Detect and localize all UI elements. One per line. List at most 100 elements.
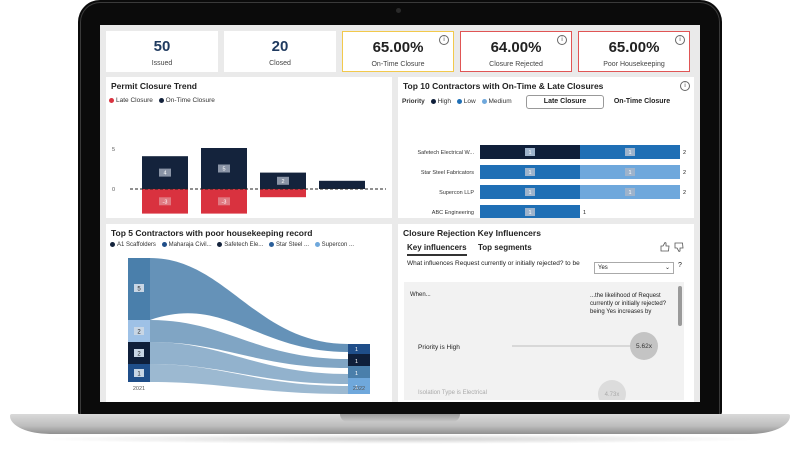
sankey-node-right[interactable] <box>348 378 370 394</box>
flow-band <box>150 258 348 352</box>
influence-bubble[interactable] <box>598 380 626 400</box>
dashboard-screen: 50 Issued 20 Closed 65.00% On-Time Closu… <box>100 25 700 402</box>
legend-dot <box>217 242 223 247</box>
low-dot <box>456 98 462 104</box>
node-label: 2 <box>137 330 141 336</box>
legend-dot <box>110 242 115 247</box>
data-label: 1 <box>528 170 531 176</box>
on-time-closure-toggle[interactable]: On-Time Closure <box>606 95 678 109</box>
info-icon[interactable]: i <box>680 81 690 91</box>
sankey-node-right[interactable] <box>348 354 370 366</box>
node-label: 1 <box>355 359 358 365</box>
info-icon[interactable]: i <box>557 35 567 45</box>
data-label: -3 <box>163 199 168 205</box>
kpi-on-time-closure[interactable]: 65.00% On-Time Closure i <box>342 31 454 72</box>
kpi-poor-housekeeping[interactable]: 65.00% Poor Housekeeping i <box>578 31 690 72</box>
influence-value: 5.62x <box>636 343 653 350</box>
kpi-closed[interactable]: 20 Closed <box>224 31 336 72</box>
data-label: 1 <box>528 150 531 156</box>
medium-dot <box>481 98 487 104</box>
data-label: 4 <box>163 171 166 177</box>
influencer-question: What influences Request currently or ini… <box>407 260 580 267</box>
data-label: 1 <box>628 190 631 196</box>
node-label: 1 <box>355 385 358 391</box>
node-label: 1 <box>355 371 358 377</box>
node-label: 5 <box>137 287 141 293</box>
housekeeping-title: Top 5 Contractors with poor housekeeping… <box>111 228 313 238</box>
category-label: Safetech Electrical W... <box>417 150 474 156</box>
node-label-box <box>134 349 144 357</box>
data-label: 1 <box>628 150 631 156</box>
data-label-box <box>625 148 635 156</box>
legend-item: Supercon ... <box>321 242 355 249</box>
contractors-panel: Top 10 Contractors with On-Time & Late C… <box>398 77 694 218</box>
legend-late: Late Closure <box>116 97 153 104</box>
kpi-closed-label: Closed <box>269 60 291 67</box>
sankey-node-right[interactable] <box>348 366 370 378</box>
legend-dot <box>268 242 274 247</box>
housekeeping-legend: A1 Scaffolders Maharaja Civil... Safetec… <box>106 242 354 248</box>
kpi-issued[interactable]: 50 Issued <box>106 31 218 72</box>
thumbs-up-icon[interactable] <box>660 242 670 252</box>
legend-item: Star Steel ... <box>275 242 309 249</box>
kpi-on-time-value: 65.00% <box>372 39 424 56</box>
outcome-select-value: Yes <box>598 265 608 271</box>
info-icon[interactable]: i <box>675 35 685 45</box>
influencer-row-label[interactable]: Priority is High <box>418 344 460 351</box>
node-label-box <box>134 369 144 377</box>
data-label-box <box>218 164 230 173</box>
y-tick-label: 5 <box>112 147 115 153</box>
category-label: ABC Engineering <box>432 210 474 216</box>
influencers-title: Closure Rejection Key Influencers <box>403 228 541 238</box>
flow-band <box>150 342 348 384</box>
data-label-box <box>525 148 535 156</box>
late-closure-toggle[interactable]: Late Closure <box>526 95 604 109</box>
total-label: 2 <box>683 150 686 156</box>
thumbs-down-icon[interactable] <box>674 242 684 252</box>
thumbs-icons <box>660 242 684 252</box>
kpi-issued-value: 50 <box>153 38 171 55</box>
bar-late[interactable] <box>260 189 306 198</box>
contractors-title: Top 10 Contractors with On-Time & Late C… <box>403 81 604 91</box>
contractors-chart[interactable]: Safetech Electrical W... 1 1 2 Star Steel Fa… <box>398 77 694 218</box>
chevron-down-icon: ⌄ <box>664 265 670 271</box>
kpi-closure-rejected[interactable]: 64.00% Closure Rejected i <box>460 31 572 72</box>
laptop-base <box>10 414 790 434</box>
when-label: When... <box>410 292 431 298</box>
tab-key-influencers[interactable]: Key influencers <box>407 243 467 256</box>
housekeeping-sankey[interactable]: 5 2 2 1 1 1 1 1 2021 2022 <box>106 224 392 402</box>
kpi-housekeeping-value: 65.00% <box>608 39 660 56</box>
legend-medium: Medium <box>488 98 512 105</box>
data-label-box <box>525 168 535 176</box>
bar-on-time[interactable] <box>319 180 365 189</box>
info-icon[interactable]: i <box>439 35 449 45</box>
influencer-bubbles: 5.62x 4.73x <box>512 332 658 400</box>
legend-item: Safetech Ele... <box>224 242 264 249</box>
trend-chart[interactable]: 504-32021 Qtr 35-32021 Qtr 422022 Qtr 12… <box>106 77 392 218</box>
influence-value: 4.73x <box>605 392 620 398</box>
legend-ontime: On-Time Closure <box>165 97 215 104</box>
influence-bubble[interactable] <box>630 332 658 360</box>
permit-closure-trend-panel: Permit Closure Trend Late Closure On-Tim… <box>106 77 392 218</box>
data-label: 2 <box>281 179 284 185</box>
camera <box>396 8 401 13</box>
tab-top-segments[interactable]: Top segments <box>478 243 532 252</box>
legend-low: Low <box>463 98 476 105</box>
high-dot <box>430 98 436 104</box>
year-label-right: 2022 <box>353 386 365 392</box>
influencer-row-label[interactable]: Isolation Type is Electrical <box>418 390 487 396</box>
legend-item: Maharaja Civil... <box>168 242 212 249</box>
late-legend-dot <box>109 97 114 103</box>
category-label: Supercon LLP <box>439 190 474 196</box>
flow-band <box>150 364 348 394</box>
outcome-select[interactable]: Yes ⌄ <box>594 262 674 274</box>
help-icon[interactable]: ? <box>678 262 682 269</box>
total-label: 1 <box>583 210 586 216</box>
kpi-rejected-label: Closure Rejected <box>489 61 543 68</box>
data-label-box <box>525 188 535 196</box>
scrollbar[interactable] <box>678 286 682 326</box>
sankey-node-right[interactable] <box>348 344 370 354</box>
total-label: 2 <box>683 190 686 196</box>
legend-dot <box>161 242 167 247</box>
priority-legend: Priority High Low Medium <box>402 98 512 105</box>
